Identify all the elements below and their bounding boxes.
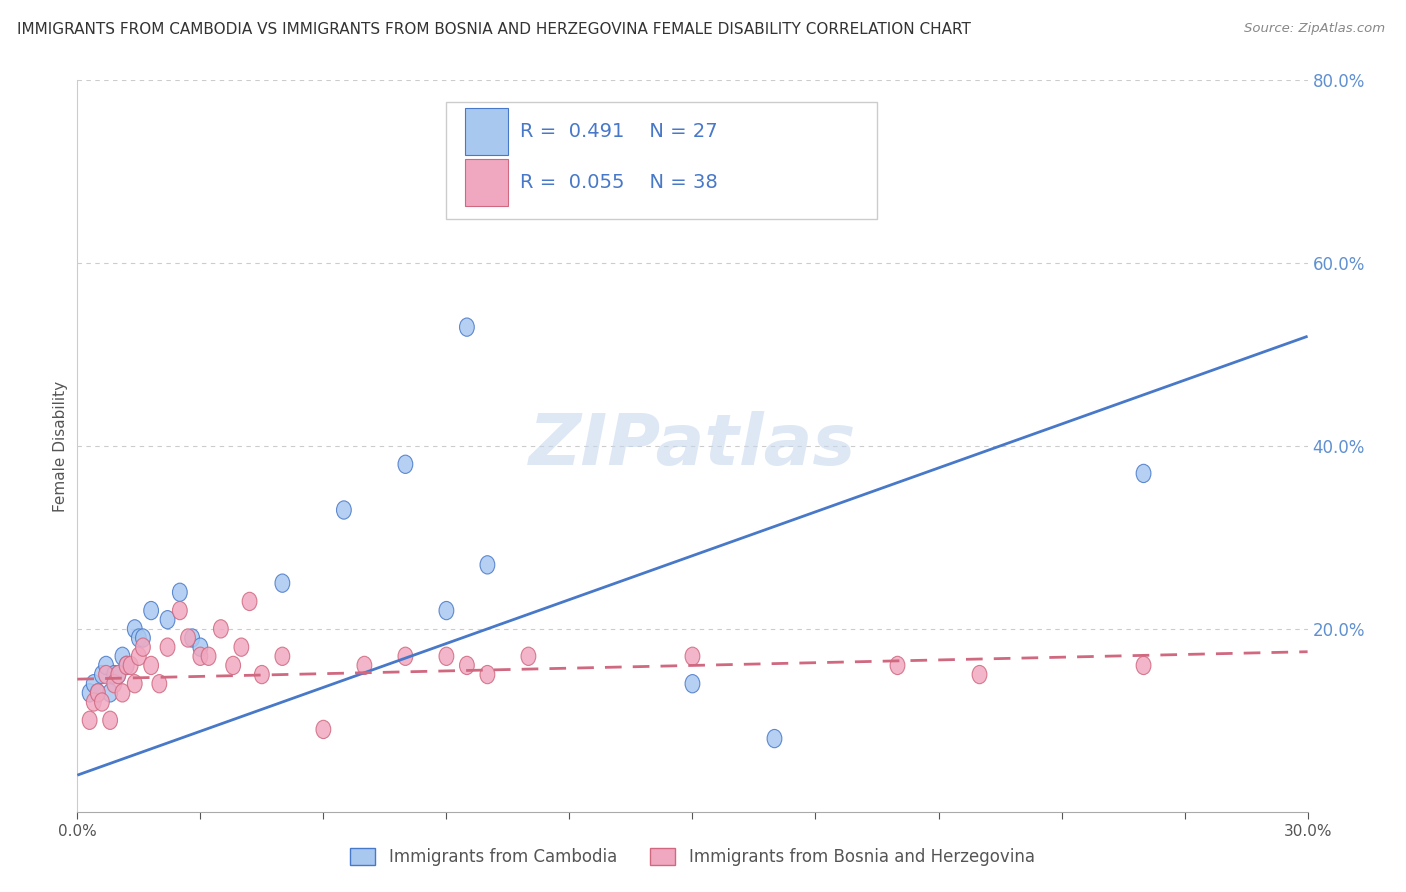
Ellipse shape	[685, 674, 700, 693]
Text: IMMIGRANTS FROM CAMBODIA VS IMMIGRANTS FROM BOSNIA AND HERZEGOVINA FEMALE DISABI: IMMIGRANTS FROM CAMBODIA VS IMMIGRANTS F…	[17, 22, 970, 37]
Ellipse shape	[143, 601, 159, 620]
Ellipse shape	[226, 657, 240, 674]
Ellipse shape	[890, 657, 905, 674]
Ellipse shape	[120, 657, 134, 674]
Ellipse shape	[135, 638, 150, 657]
Text: R =  0.491    N = 27: R = 0.491 N = 27	[520, 122, 718, 141]
Ellipse shape	[181, 629, 195, 648]
Ellipse shape	[1136, 464, 1152, 483]
Ellipse shape	[316, 721, 330, 739]
Ellipse shape	[94, 665, 110, 684]
Text: Source: ZipAtlas.com: Source: ZipAtlas.com	[1244, 22, 1385, 36]
FancyBboxPatch shape	[447, 103, 877, 219]
Ellipse shape	[460, 318, 474, 336]
Ellipse shape	[90, 683, 105, 702]
Ellipse shape	[86, 674, 101, 693]
Ellipse shape	[254, 665, 270, 684]
Ellipse shape	[522, 648, 536, 665]
Ellipse shape	[160, 610, 174, 629]
Ellipse shape	[103, 683, 118, 702]
Ellipse shape	[276, 648, 290, 665]
Ellipse shape	[128, 620, 142, 638]
Ellipse shape	[233, 638, 249, 657]
Ellipse shape	[398, 455, 413, 474]
Ellipse shape	[107, 665, 122, 684]
Ellipse shape	[173, 601, 187, 620]
Ellipse shape	[115, 683, 129, 702]
Ellipse shape	[201, 648, 217, 665]
Ellipse shape	[98, 657, 114, 674]
Text: ZIPatlas: ZIPatlas	[529, 411, 856, 481]
Ellipse shape	[214, 620, 228, 638]
Ellipse shape	[82, 711, 97, 730]
Ellipse shape	[336, 500, 352, 519]
Ellipse shape	[1136, 657, 1152, 674]
FancyBboxPatch shape	[465, 159, 508, 206]
Ellipse shape	[90, 683, 105, 702]
Ellipse shape	[479, 665, 495, 684]
Legend: Immigrants from Cambodia, Immigrants from Bosnia and Herzegovina: Immigrants from Cambodia, Immigrants fro…	[343, 841, 1042, 873]
Ellipse shape	[82, 683, 97, 702]
Ellipse shape	[98, 665, 114, 684]
Y-axis label: Female Disability: Female Disability	[53, 380, 67, 512]
Ellipse shape	[173, 583, 187, 601]
Ellipse shape	[276, 574, 290, 592]
Ellipse shape	[479, 556, 495, 574]
Ellipse shape	[152, 674, 167, 693]
Ellipse shape	[357, 657, 371, 674]
Ellipse shape	[94, 693, 110, 711]
Ellipse shape	[972, 665, 987, 684]
Ellipse shape	[143, 657, 159, 674]
Ellipse shape	[439, 648, 454, 665]
Ellipse shape	[120, 657, 134, 674]
Ellipse shape	[184, 629, 200, 648]
Ellipse shape	[107, 674, 122, 693]
Ellipse shape	[398, 648, 413, 665]
FancyBboxPatch shape	[465, 108, 508, 155]
Ellipse shape	[111, 665, 125, 684]
Ellipse shape	[111, 665, 125, 684]
Ellipse shape	[242, 592, 257, 611]
Ellipse shape	[132, 629, 146, 648]
Ellipse shape	[132, 648, 146, 665]
Ellipse shape	[124, 657, 138, 674]
Ellipse shape	[685, 648, 700, 665]
Ellipse shape	[460, 657, 474, 674]
Text: R =  0.055    N = 38: R = 0.055 N = 38	[520, 173, 718, 192]
Ellipse shape	[160, 638, 174, 657]
Ellipse shape	[103, 711, 118, 730]
Ellipse shape	[86, 693, 101, 711]
Ellipse shape	[193, 638, 208, 657]
Ellipse shape	[128, 674, 142, 693]
Ellipse shape	[193, 648, 208, 665]
Ellipse shape	[439, 601, 454, 620]
Ellipse shape	[135, 629, 150, 648]
Ellipse shape	[115, 648, 129, 665]
Ellipse shape	[768, 730, 782, 747]
